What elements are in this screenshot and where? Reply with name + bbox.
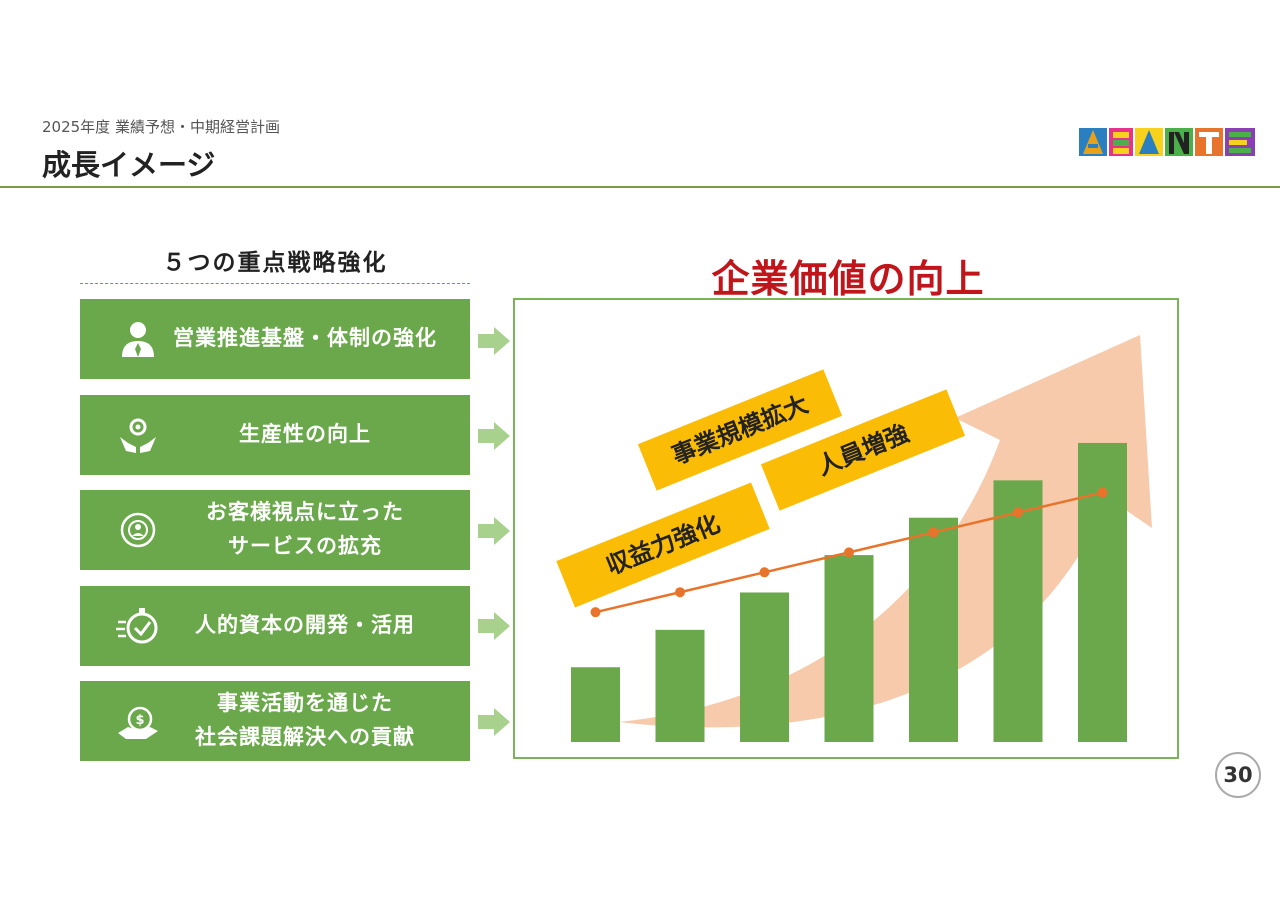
strategies-heading: ５つの重点戦略強化 (162, 250, 388, 276)
strategy-item-sales: 営業推進基盤・体制の強化 (80, 299, 470, 379)
strategy-label: 営業推進基盤・体制の強化 (173, 326, 437, 351)
arrow-right-icon (478, 612, 510, 640)
handshake-money-icon: $ (116, 699, 160, 743)
strategy-item-productivity: 生産性の向上 (80, 395, 470, 475)
productivity-gear-hands-icon (116, 413, 160, 457)
strategy-label: 事業活動を通じた 社会課題解決への貢献 (195, 691, 415, 749)
arrow-right-icon (478, 708, 510, 736)
strategy-item-customer: お客様視点に立った サービスの拡充 (80, 490, 470, 570)
chart-trend-point (759, 567, 770, 578)
strategy-label: 生産性の向上 (239, 422, 371, 447)
chart-bar (740, 592, 789, 742)
growth-chart (571, 335, 1152, 742)
strategies-divider (80, 283, 470, 284)
chart-bar (571, 667, 620, 742)
arrow-right-icon (478, 422, 510, 450)
value-heading: 企業価値の向上 (711, 257, 985, 301)
business-person-icon (116, 317, 160, 361)
arrow-right-icon (478, 517, 510, 545)
growth-arrow-shape (619, 335, 1152, 728)
page-title: 成長イメージ (42, 148, 216, 182)
svg-text:$: $ (135, 713, 144, 728)
company-logo: ASANTE (1079, 124, 1259, 160)
strategy-label: お客様視点に立った サービスの拡充 (206, 500, 404, 558)
chart-trend-point (1097, 487, 1108, 498)
chart-trend-point (844, 547, 854, 558)
strategy-label: 人的資本の開発・活用 (195, 613, 415, 638)
document-subtitle: 2025年度 業績予想・中期経営計画 (42, 118, 280, 136)
chart-trend-point (1013, 507, 1023, 518)
chart-trend-point (928, 527, 939, 538)
customer-focus-icon (116, 508, 160, 552)
chart-bar (824, 555, 874, 742)
stopwatch-check-icon (116, 604, 160, 648)
chart-trend-point (590, 607, 601, 618)
strategy-item-human-capital: 人的資本の開発・活用 (80, 586, 470, 666)
growth-chart-frame: 事業規模拡大 人員増強 収益力強化 (513, 298, 1179, 759)
page-number: 30 (1215, 752, 1261, 798)
strategy-item-social: $ 事業活動を通じた 社会課題解決への貢献 (80, 681, 470, 761)
chart-bar (909, 517, 958, 742)
chart-trend-point (675, 587, 685, 598)
arrow-right-icon (478, 327, 510, 355)
header-divider (0, 186, 1280, 188)
chart-bar (655, 629, 705, 742)
chart-bar (993, 480, 1043, 742)
